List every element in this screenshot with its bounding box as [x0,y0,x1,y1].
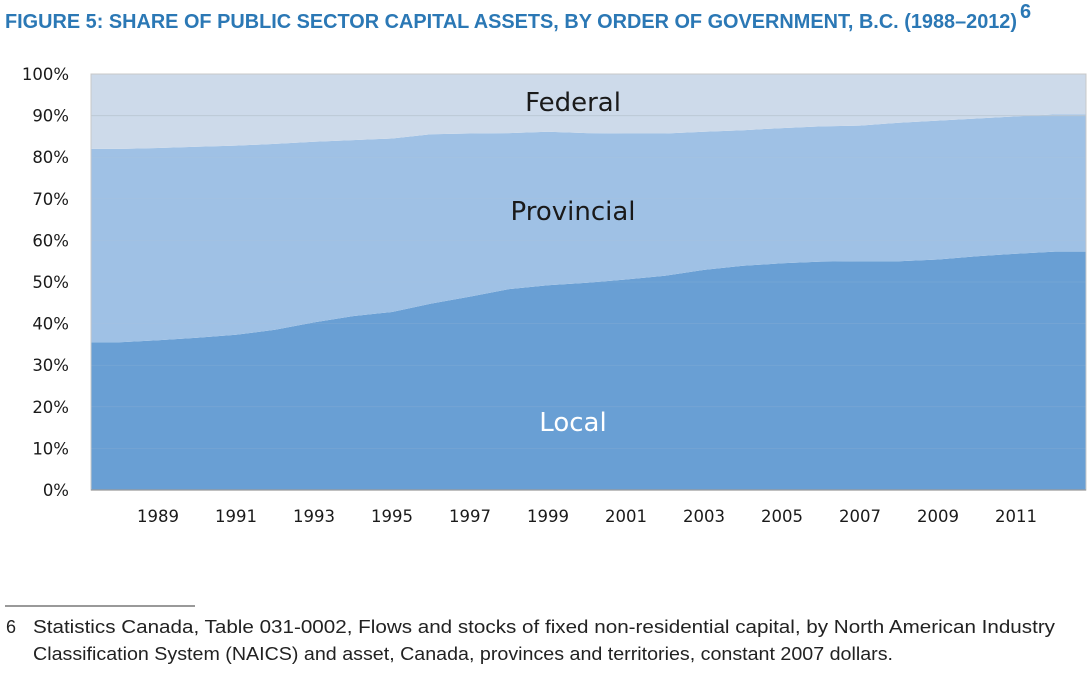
area-federal [91,74,1086,149]
y-tick-label: 40% [32,315,69,334]
footnote-number: 6 [6,617,16,637]
series-labels: Local Provincial Federal [510,88,635,438]
y-tick-label: 80% [32,148,69,167]
area-local [91,251,1086,490]
x-tick-label: 2003 [683,507,725,526]
y-tick-label: 50% [32,273,69,292]
footnote-line-1: Statistics Canada, Table 031-0002, Flows… [33,617,1055,637]
y-tick-label: 10% [32,439,69,458]
x-tick-label: 1997 [449,507,491,526]
x-tick-label: 2009 [917,507,959,526]
x-axis: 1989 1991 1993 1995 1997 1999 2001 2003 2005 2007… [137,507,1037,526]
series-label-local: Local [539,408,606,438]
footnote-line-2: Classification System (NAICS) and asset,… [33,644,893,664]
series-label-provincial: Provincial [510,197,635,227]
y-tick-label: 20% [32,398,69,417]
x-tick-label: 2005 [761,507,803,526]
title-footnote-marker: 6 [1020,1,1031,23]
series-label-federal: Federal [525,88,621,118]
plot-area [90,73,1087,491]
x-tick-label: 1989 [137,507,179,526]
y-axis: 0% 10% 20% 30% 40% 50% 60% 70% 80% 90% 100% [22,65,69,500]
area-provincial [91,114,1086,343]
x-tick-label: 1995 [371,507,413,526]
x-tick-label: 2011 [995,507,1037,526]
y-tick-label: 90% [32,107,69,126]
y-tick-label: 0% [43,481,69,500]
x-tick-label: 1991 [215,507,257,526]
y-tick-label: 70% [32,190,69,209]
chart-title: FIGURE 5: SHARE OF PUBLIC SECTOR CAPITAL… [5,11,1017,33]
x-tick-label: 1993 [293,507,335,526]
y-tick-label: 30% [32,356,69,375]
y-tick-label: 100% [22,65,69,84]
x-tick-label: 1999 [527,507,569,526]
y-tick-label: 60% [32,231,69,250]
x-tick-label: 2001 [605,507,647,526]
x-tick-label: 2007 [839,507,881,526]
